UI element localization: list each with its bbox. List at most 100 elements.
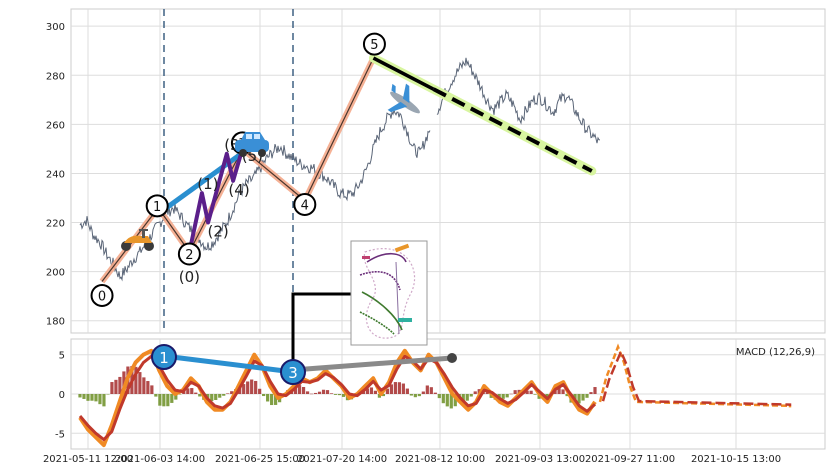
x-tick-label: 2021-09-03 13:00: [495, 454, 585, 465]
histogram-bar: [297, 385, 302, 394]
y-tick-label: 220: [46, 219, 65, 230]
histogram-bar: [397, 382, 401, 394]
histogram-bar: [218, 394, 222, 398]
histogram-bar: [321, 389, 326, 394]
histogram-bar: [373, 390, 378, 394]
histogram-bar: [250, 379, 254, 394]
projection-line-dashed: [432, 87, 593, 173]
histogram-bar: [429, 387, 433, 394]
histogram-bar: [270, 394, 274, 406]
histogram-bar: [329, 393, 334, 394]
histogram-bar: [98, 394, 102, 405]
histogram-bar: [226, 393, 230, 394]
histogram-bar: [529, 390, 533, 394]
histogram-bar: [505, 394, 509, 398]
histogram-bar: [557, 387, 561, 394]
histogram-bar: [313, 392, 318, 394]
histogram-bar: [170, 394, 174, 403]
macd-trend-line-3-5: [292, 355, 453, 373]
histogram-bar: [401, 383, 405, 394]
y-tick-label: 5: [59, 351, 65, 362]
histogram-bar: [333, 394, 338, 395]
histogram-bar: [441, 394, 445, 404]
major-wave-marker: [177, 242, 201, 266]
histogram-bar: [266, 394, 270, 402]
histogram-bar: [421, 391, 425, 394]
histogram-bar: [473, 391, 477, 394]
histogram-bar: [106, 394, 110, 395]
histogram-bar: [274, 394, 278, 405]
histogram-bar: [465, 394, 469, 401]
histogram-bar: [309, 393, 314, 395]
histogram-bar: [337, 394, 342, 396]
histogram-bar: [365, 388, 370, 394]
histogram-bar: [589, 392, 593, 394]
histogram-bar: [210, 394, 214, 402]
y-tick-label: 280: [46, 71, 65, 82]
minor-wave-label: (2): [207, 223, 228, 241]
major-wave-marker: [145, 194, 169, 218]
histogram-bar: [501, 394, 505, 399]
macd-y-axis: -5 0 5: [55, 351, 65, 441]
histogram-bar: [258, 388, 262, 394]
x-tick-label: 2021-05-11 12:00: [43, 454, 133, 465]
inset-callout-line: [291, 292, 351, 371]
histogram-bar: [405, 388, 409, 394]
minor-wave-label: (4): [228, 181, 249, 199]
histogram-bar: [389, 384, 393, 394]
histogram-bar: [525, 390, 529, 394]
major-wave-label: 4: [301, 198, 309, 213]
x-tick-label: 2021-06-03 14:00: [115, 454, 205, 465]
histogram-bar: [138, 372, 142, 394]
histogram-bar: [453, 394, 457, 407]
histogram-bar: [162, 394, 166, 407]
histogram-bar: [198, 394, 202, 397]
price-y-axis: 180 200 220 240 260 280 300: [46, 22, 65, 328]
histogram-bar: [437, 394, 441, 399]
y-tick-label: 0: [59, 390, 65, 401]
y-tick-label: 300: [46, 22, 65, 33]
macd-projection-signal: [601, 348, 792, 406]
minor-wave-label: (0): [179, 268, 200, 286]
price-line: [79, 57, 601, 282]
y-tick-label: 240: [46, 169, 65, 180]
histogram-bar: [94, 394, 98, 402]
histogram-bar: [158, 394, 162, 406]
histogram-bar: [445, 394, 449, 407]
histogram-bar: [565, 394, 569, 397]
minor-wave-path: [187, 148, 245, 253]
histogram-bar: [341, 394, 346, 397]
svg-text:1: 1: [159, 349, 169, 367]
histogram-bar: [142, 377, 146, 394]
airplane-icon: [387, 83, 420, 114]
histogram-bar: [82, 394, 86, 399]
macd-marker-3: 3: [280, 359, 306, 385]
histogram-bar: [222, 394, 226, 396]
histogram-bar: [513, 390, 517, 394]
histogram-bar: [254, 380, 258, 394]
histogram-bar: [178, 394, 182, 395]
major-wave-marker: [362, 32, 386, 56]
major-wave-marker: [90, 283, 114, 307]
major-wave-label: 2: [185, 248, 193, 263]
x-tick-label: 2021-08-12 10:00: [395, 454, 485, 465]
histogram-bar: [425, 385, 429, 394]
histogram-bar: [449, 394, 453, 409]
histogram-bar: [461, 394, 465, 401]
x-tick-label: 2021-07-20 14:00: [297, 454, 387, 465]
histogram-bar: [190, 388, 194, 394]
histogram-bar: [577, 394, 581, 404]
histogram-bar: [301, 386, 306, 394]
inset-ornament-image: [350, 240, 428, 346]
histogram-bar: [118, 376, 122, 394]
histogram-bar: [230, 391, 234, 394]
histogram-bar: [533, 394, 537, 395]
histogram-bar: [377, 394, 382, 398]
histogram-bar: [246, 381, 250, 394]
histogram-bar: [102, 394, 106, 407]
histogram-bar: [134, 366, 138, 394]
histogram-bar: [174, 394, 178, 400]
histogram-bar: [369, 387, 374, 394]
